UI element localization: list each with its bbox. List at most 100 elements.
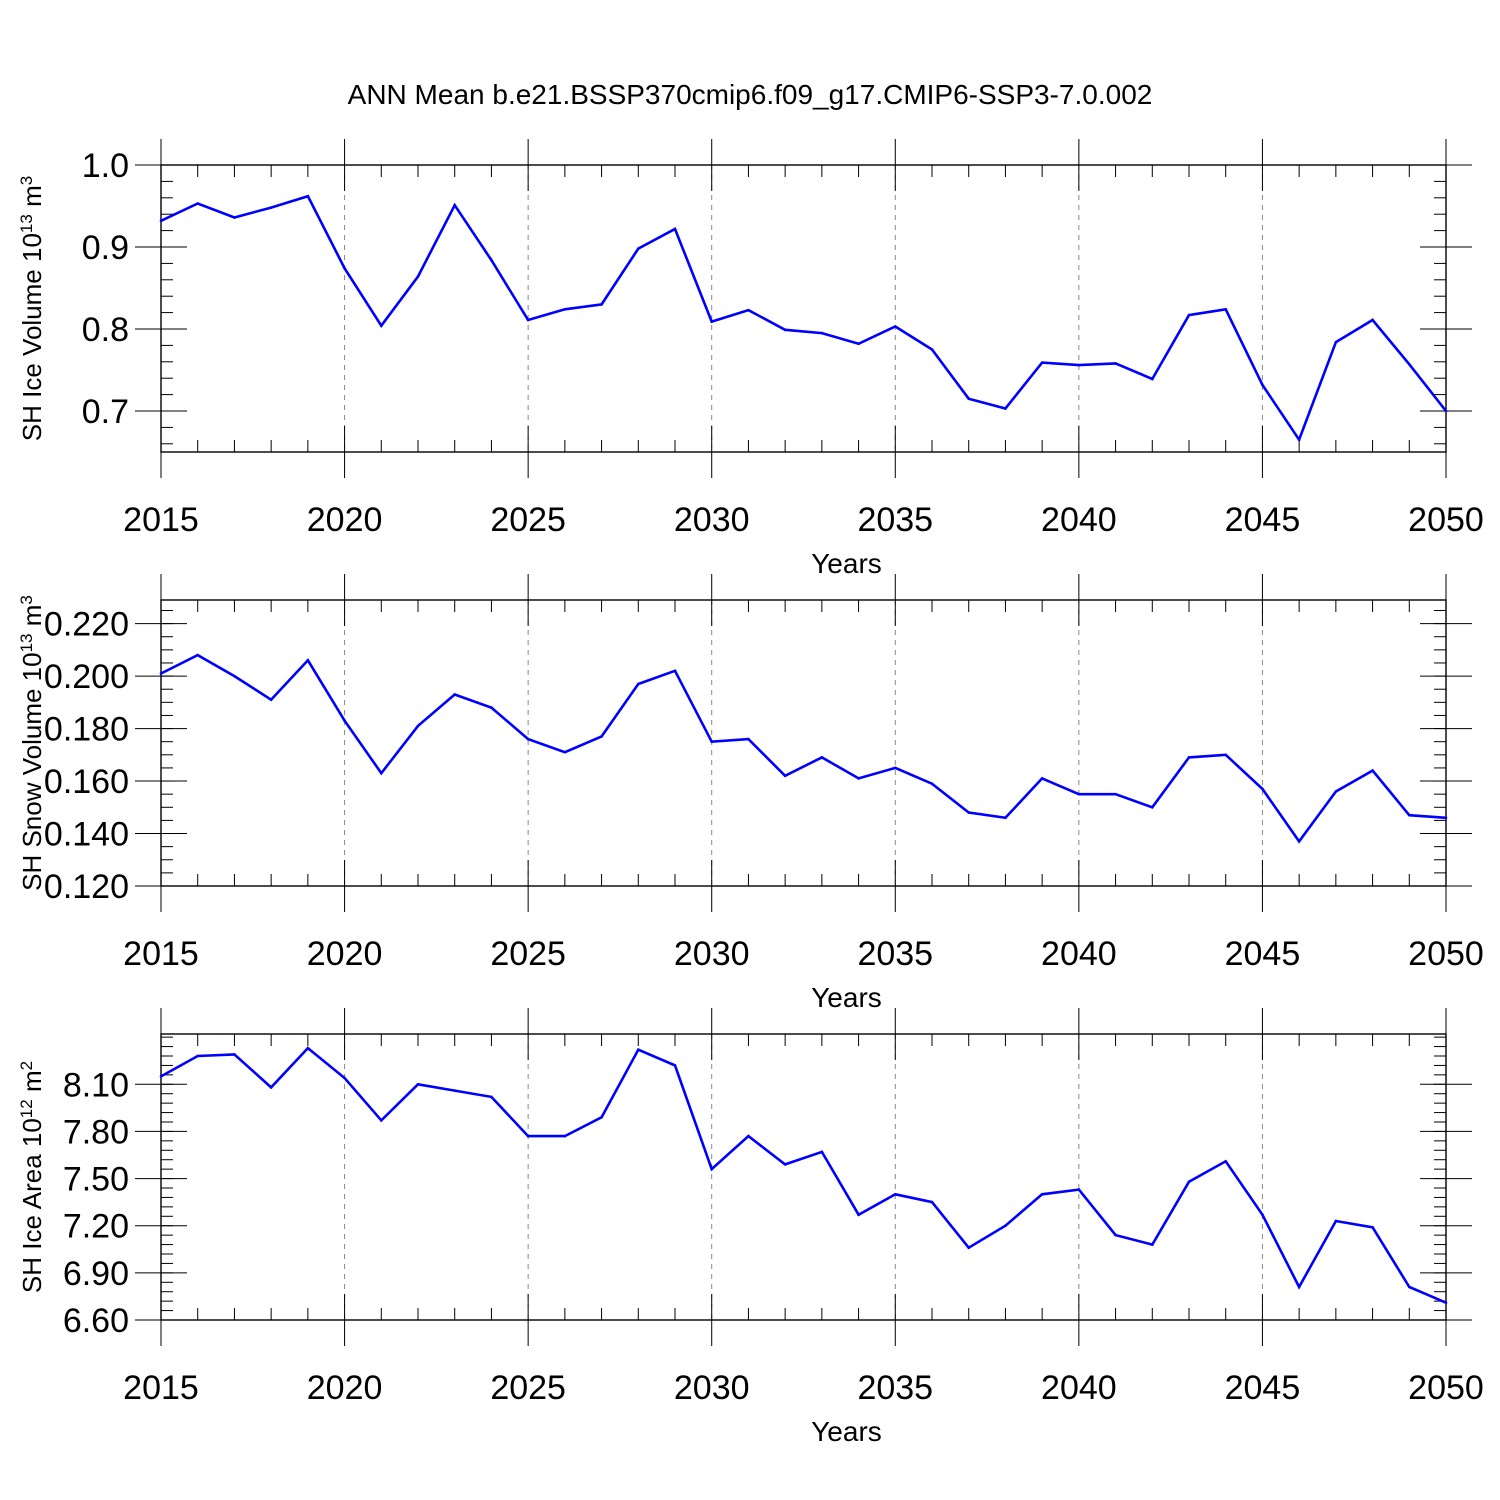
y-axis-label: SH Ice Area 1012 m2: [17, 1061, 48, 1293]
data-point: [159, 219, 163, 223]
x-tick-label: 2030: [674, 501, 750, 539]
data-point: [857, 342, 860, 346]
data-point: [343, 1076, 346, 1080]
data-point: [1004, 407, 1007, 410]
data-point: [1077, 1188, 1081, 1191]
y-axis-label-unit: m: [17, 605, 47, 634]
data-point: [416, 1082, 420, 1086]
y-axis-label-main: SH Snow Volume 10: [17, 652, 47, 890]
data-point: [196, 1054, 200, 1058]
data-point: [1004, 1224, 1007, 1228]
y-tick-label: 0.8: [82, 311, 129, 349]
data-point: [1371, 769, 1374, 772]
data-point: [820, 1150, 824, 1154]
data-point: [526, 1134, 530, 1138]
data-point: [600, 303, 603, 306]
data-point: [600, 735, 603, 738]
data-point: [453, 203, 457, 207]
data-point: [673, 669, 677, 673]
x-axis-label: Years: [811, 548, 882, 579]
x-tick-label: 2050: [1408, 1369, 1484, 1407]
y-axis-label-main: SH Ice Area 10: [17, 1118, 47, 1293]
data-point: [783, 774, 787, 778]
x-tick-label: 2015: [123, 1369, 199, 1407]
data-point: [306, 659, 310, 662]
data-point: [967, 1246, 971, 1250]
y-tick-label: 8.10: [63, 1066, 129, 1104]
data-point: [1187, 313, 1191, 317]
y-tick-label: 7.50: [63, 1161, 129, 1199]
x-tick-label: 2035: [857, 935, 933, 973]
y-tick-label: 6.90: [63, 1255, 129, 1293]
data-point: [1224, 308, 1228, 311]
y-tick-label: 0.180: [44, 711, 129, 749]
x-axis-label: Years: [811, 1416, 882, 1447]
data-point: [526, 318, 530, 322]
x-tick-label: 2030: [674, 1369, 750, 1407]
data-point: [563, 308, 567, 311]
data-point: [490, 258, 493, 262]
x-tick-label: 2050: [1408, 935, 1484, 973]
data-point: [1334, 340, 1338, 344]
y-axis-label-unit: m: [17, 1070, 47, 1099]
y-axis-label-exponent: 12: [17, 1099, 36, 1118]
data-point: [1371, 318, 1374, 322]
data-point: [747, 308, 750, 312]
y-tick-label: 7.20: [63, 1208, 129, 1246]
data-point: [1407, 813, 1411, 817]
data-point: [857, 777, 860, 780]
data-point: [563, 1134, 567, 1138]
data-point: [1040, 361, 1044, 364]
data-point: [636, 1048, 640, 1052]
series-line: [160, 653, 1447, 844]
data-point: [1407, 1285, 1411, 1289]
data-point: [269, 206, 273, 209]
x-axis-label: Years: [811, 982, 882, 1013]
data-point: [893, 1192, 897, 1196]
data-point: [1077, 792, 1081, 796]
plot-frame: [160, 599, 1447, 887]
data-point: [930, 782, 934, 785]
data-point: [1297, 840, 1301, 843]
data-point: [1444, 1301, 1448, 1305]
data-point: [1187, 1180, 1191, 1184]
data-point: [636, 247, 640, 250]
data-point: [710, 320, 714, 323]
data-point: [1371, 1225, 1374, 1229]
data-point: [710, 1167, 714, 1171]
y-tick-label: 0.120: [44, 868, 129, 906]
data-point: [1224, 753, 1228, 757]
data-point: [526, 737, 530, 741]
data-point: [306, 194, 310, 198]
data-point: [416, 724, 420, 728]
x-tick-label: 2020: [307, 935, 383, 973]
y-axis-label-unit: m: [17, 185, 47, 214]
data-point: [747, 1134, 750, 1138]
data-point: [783, 1163, 787, 1166]
x-tick-label: 2015: [123, 501, 199, 539]
data-point: [1187, 756, 1191, 759]
data-point: [269, 1086, 273, 1089]
x-tick-label: 2035: [857, 1369, 933, 1407]
data-point: [1261, 383, 1264, 387]
y-tick-label: 0.7: [82, 393, 129, 431]
data-point: [1297, 1285, 1301, 1289]
x-tick-label: 2020: [307, 1369, 383, 1407]
y-tick-label: 0.200: [44, 658, 129, 696]
data-point: [453, 693, 457, 696]
data-point: [1077, 363, 1081, 367]
data-point: [269, 698, 273, 702]
x-tick-label: 2040: [1041, 935, 1117, 973]
data-point: [490, 1095, 493, 1099]
y-tick-label: 0.160: [44, 763, 129, 801]
data-point: [1114, 792, 1117, 796]
data-point: [893, 766, 897, 770]
data-point: [1334, 1219, 1338, 1223]
data-point: [747, 737, 750, 741]
data-point: [783, 328, 787, 332]
y-tick-label: 0.140: [44, 816, 129, 854]
data-point: [196, 653, 200, 657]
data-point: [1040, 777, 1044, 780]
y-axis-label: SH Snow Volume 1013 m3: [17, 595, 48, 891]
